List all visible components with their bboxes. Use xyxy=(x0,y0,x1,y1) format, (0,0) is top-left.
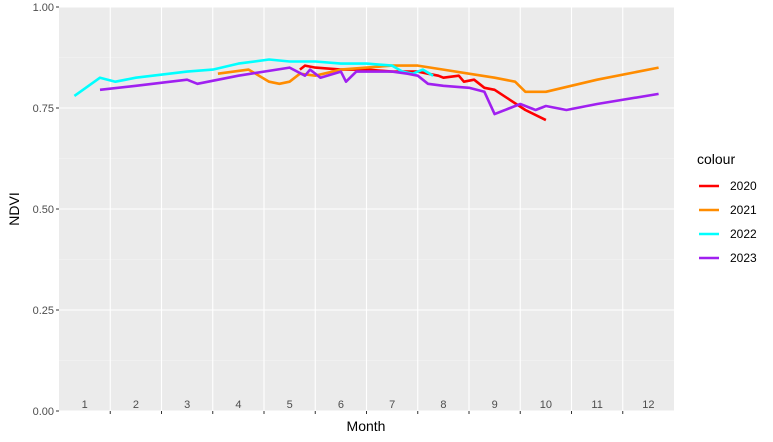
x-tick-label: 10 xyxy=(540,399,552,411)
y-tick-label: 0.00 xyxy=(33,406,54,418)
x-tick-labels: 1 2 3 4 5 6 7 8 9 10 11 12 xyxy=(82,399,655,411)
legend-label-2021: 2021 xyxy=(730,203,757,217)
x-tick-label: 3 xyxy=(184,399,190,411)
x-tick-label: 12 xyxy=(642,399,654,411)
x-tick-label: 5 xyxy=(287,399,293,411)
series-line-2020 xyxy=(299,64,547,122)
y-tick-label: 0.25 xyxy=(33,305,54,317)
legend-label-2023: 2023 xyxy=(730,251,757,265)
legend-label-2022: 2022 xyxy=(730,227,757,241)
x-tick-label: 7 xyxy=(389,399,395,411)
y-tick-label: 0.50 xyxy=(33,204,54,216)
axes xyxy=(56,6,624,414)
legend-label-2020: 2020 xyxy=(730,179,757,193)
y-tick-label: 0.75 xyxy=(33,103,54,115)
x-tick-label: 2 xyxy=(133,399,139,411)
legend-title: colour xyxy=(697,151,735,167)
legend: colour 2020 2021 2022 2023 xyxy=(697,151,757,265)
y-axis-title: NDVI xyxy=(6,192,22,225)
x-tick-label: 4 xyxy=(235,399,241,411)
x-tick-label: 9 xyxy=(492,399,498,411)
x-tick-label: 8 xyxy=(440,399,446,411)
x-tick-label: 1 xyxy=(82,399,88,411)
x-tick-label: 11 xyxy=(591,399,602,411)
series-line-2023 xyxy=(99,66,659,116)
x-tick-label: 6 xyxy=(338,399,344,411)
series-lines xyxy=(73,58,659,122)
y-tick-labels: 0.00 0.25 0.50 0.75 1.00 xyxy=(33,2,54,418)
y-tick-label: 1.00 xyxy=(33,2,54,14)
x-axis-title: Month xyxy=(347,418,386,434)
legend-items: 2020 2021 2022 2023 xyxy=(699,179,757,265)
